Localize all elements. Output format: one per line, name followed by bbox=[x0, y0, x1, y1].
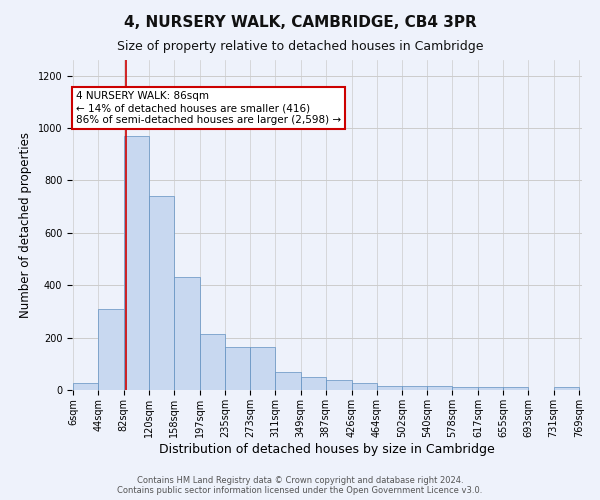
Bar bbox=[225, 347, 250, 390]
Bar bbox=[377, 386, 402, 390]
X-axis label: Distribution of detached houses by size in Cambridge: Distribution of detached houses by size … bbox=[159, 442, 495, 456]
Bar bbox=[326, 380, 352, 390]
Bar bbox=[250, 347, 275, 390]
Bar bbox=[478, 388, 503, 390]
Bar bbox=[275, 372, 301, 390]
Bar bbox=[200, 334, 225, 390]
Text: Size of property relative to detached houses in Cambridge: Size of property relative to detached ho… bbox=[117, 40, 483, 53]
Bar bbox=[174, 278, 200, 390]
Bar bbox=[98, 309, 124, 390]
Text: 4, NURSERY WALK, CAMBRIDGE, CB4 3PR: 4, NURSERY WALK, CAMBRIDGE, CB4 3PR bbox=[124, 15, 476, 30]
Bar bbox=[149, 196, 174, 390]
Text: 4 NURSERY WALK: 86sqm
← 14% of detached houses are smaller (416)
86% of semi-det: 4 NURSERY WALK: 86sqm ← 14% of detached … bbox=[76, 92, 341, 124]
Bar bbox=[402, 386, 427, 390]
Bar bbox=[503, 388, 529, 390]
Bar bbox=[554, 388, 578, 390]
Bar bbox=[452, 386, 478, 390]
Bar bbox=[124, 136, 149, 390]
Text: Contains HM Land Registry data © Crown copyright and database right 2024.
Contai: Contains HM Land Registry data © Crown c… bbox=[118, 476, 482, 495]
Bar bbox=[301, 377, 326, 390]
Bar bbox=[352, 384, 377, 390]
Y-axis label: Number of detached properties: Number of detached properties bbox=[19, 132, 32, 318]
Bar bbox=[73, 384, 98, 390]
Bar bbox=[427, 386, 452, 390]
